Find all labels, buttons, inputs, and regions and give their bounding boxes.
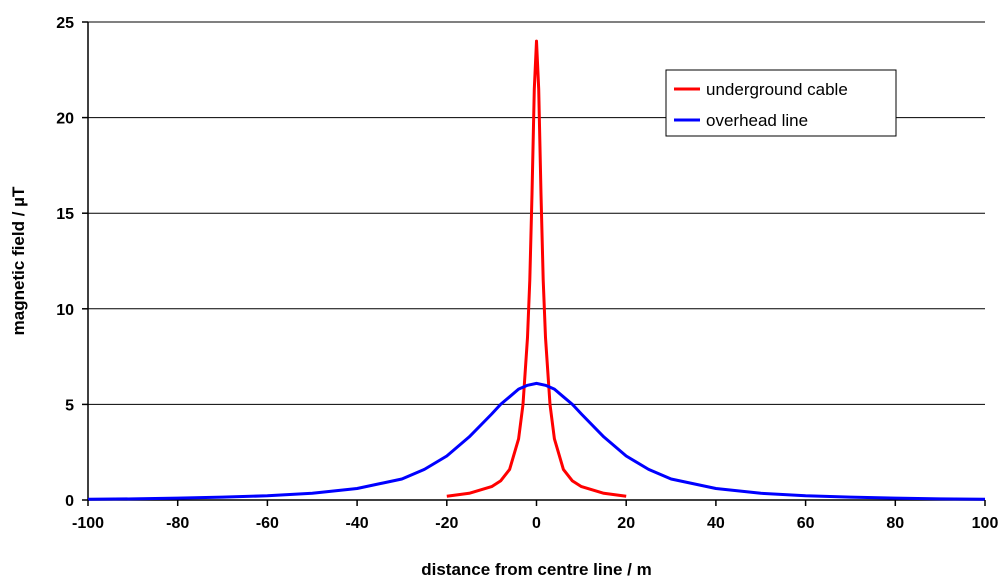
legend-label-underground-cable: underground cable: [706, 80, 848, 99]
x-tick-label: -20: [435, 515, 458, 532]
x-tick-label: 100: [972, 515, 999, 532]
y-axis-label: magnetic field / µT: [9, 186, 28, 335]
x-tick-label: 40: [707, 515, 725, 532]
series-line-overhead-line: [87, 381, 986, 501]
y-tick-label: 15: [56, 206, 74, 223]
x-tick-label: 60: [797, 515, 815, 532]
legend-box: [665, 69, 897, 137]
series-lines: [87, 39, 986, 501]
x-tick-label: -40: [346, 515, 369, 532]
y-tick-label: 20: [56, 111, 74, 128]
y-tick-label: 0: [65, 493, 74, 510]
x-tick-label: 0: [532, 515, 541, 532]
x-tick-label: -100: [72, 515, 104, 532]
tick-labels: 0 5 10 15 20 25 -100 -80 -60 -40 -20 0 20 40 60 80 100: [56, 15, 998, 532]
x-tick-label: 80: [886, 515, 904, 532]
y-tick-label: 25: [56, 15, 74, 32]
x-tick-label: -80: [166, 515, 189, 532]
y-tick-label: 5: [65, 397, 74, 414]
x-axis-label: distance from centre line / m: [421, 560, 652, 579]
legend: underground cable overhead line: [665, 69, 897, 137]
x-tick-label: 20: [617, 515, 635, 532]
x-tick-label: -60: [256, 515, 279, 532]
legend-label-overhead-line: overhead line: [706, 111, 808, 130]
series-line-underground-cable: [446, 39, 627, 498]
y-tick-label: 10: [56, 302, 74, 319]
